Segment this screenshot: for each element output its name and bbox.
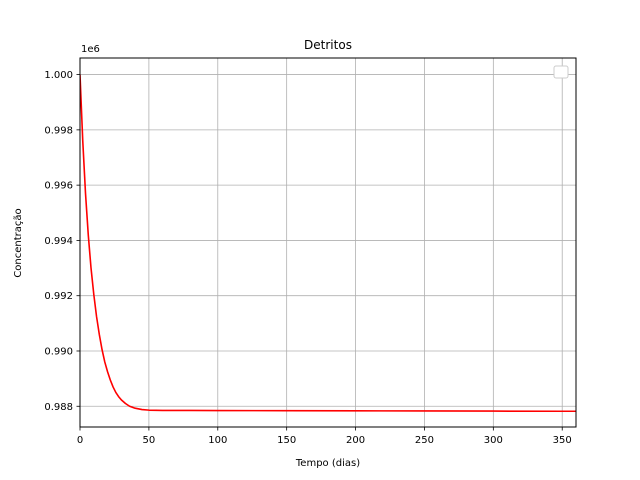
y-tick-label: 0.990 bbox=[44, 346, 73, 357]
series-line bbox=[80, 74, 576, 413]
x-tick-label: 250 bbox=[415, 435, 434, 446]
x-tick-label: 0 bbox=[77, 435, 83, 446]
y-tick-label: 0.994 bbox=[44, 236, 73, 247]
x-axis-label: Tempo (dias) bbox=[295, 458, 360, 469]
x-tick-label: 300 bbox=[484, 435, 503, 446]
grid bbox=[79, 58, 576, 427]
legend-box bbox=[553, 65, 569, 79]
x-tick-label: 150 bbox=[277, 435, 296, 446]
y-tick-label: 0.998 bbox=[44, 125, 73, 136]
y-tick-label: 1.000 bbox=[44, 70, 73, 81]
y-tick-label: 0.996 bbox=[44, 181, 73, 192]
series-layer bbox=[80, 74, 576, 413]
plot-frame bbox=[79, 57, 577, 428]
ticks: 0 50 100 150 200 250 300 350 0.988 0.990 0.992 0.99… bbox=[44, 70, 571, 446]
y-tick-label: 0.992 bbox=[44, 291, 73, 302]
y-tick-label: 0.988 bbox=[44, 402, 73, 413]
y-offset-text: 1e6 bbox=[81, 44, 100, 55]
x-tick-label: 100 bbox=[208, 435, 227, 446]
y-axis-label: Concentração bbox=[13, 208, 24, 277]
x-tick-label: 50 bbox=[143, 435, 156, 446]
x-tick-label: 200 bbox=[346, 435, 365, 446]
chart-title: Detritos bbox=[304, 38, 352, 52]
x-tick-label: 350 bbox=[553, 435, 572, 446]
